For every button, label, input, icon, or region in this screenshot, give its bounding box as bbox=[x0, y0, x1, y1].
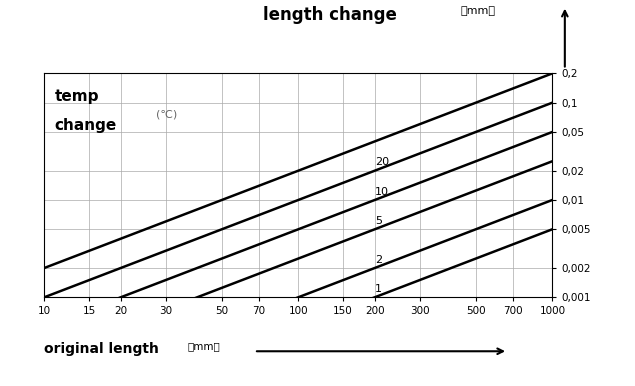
Text: 1: 1 bbox=[375, 284, 382, 294]
Text: 10: 10 bbox=[375, 187, 389, 197]
Text: （mm）: （mm） bbox=[460, 6, 495, 16]
Text: (℃): (℃) bbox=[156, 109, 177, 119]
Text: 5: 5 bbox=[375, 216, 382, 226]
Text: 2: 2 bbox=[375, 255, 382, 265]
Text: （mm）: （mm） bbox=[187, 342, 220, 352]
Text: temp: temp bbox=[55, 89, 99, 104]
Text: original length: original length bbox=[44, 342, 159, 356]
Text: change: change bbox=[55, 118, 117, 133]
Text: length change: length change bbox=[264, 6, 397, 24]
Text: 20: 20 bbox=[375, 157, 389, 168]
